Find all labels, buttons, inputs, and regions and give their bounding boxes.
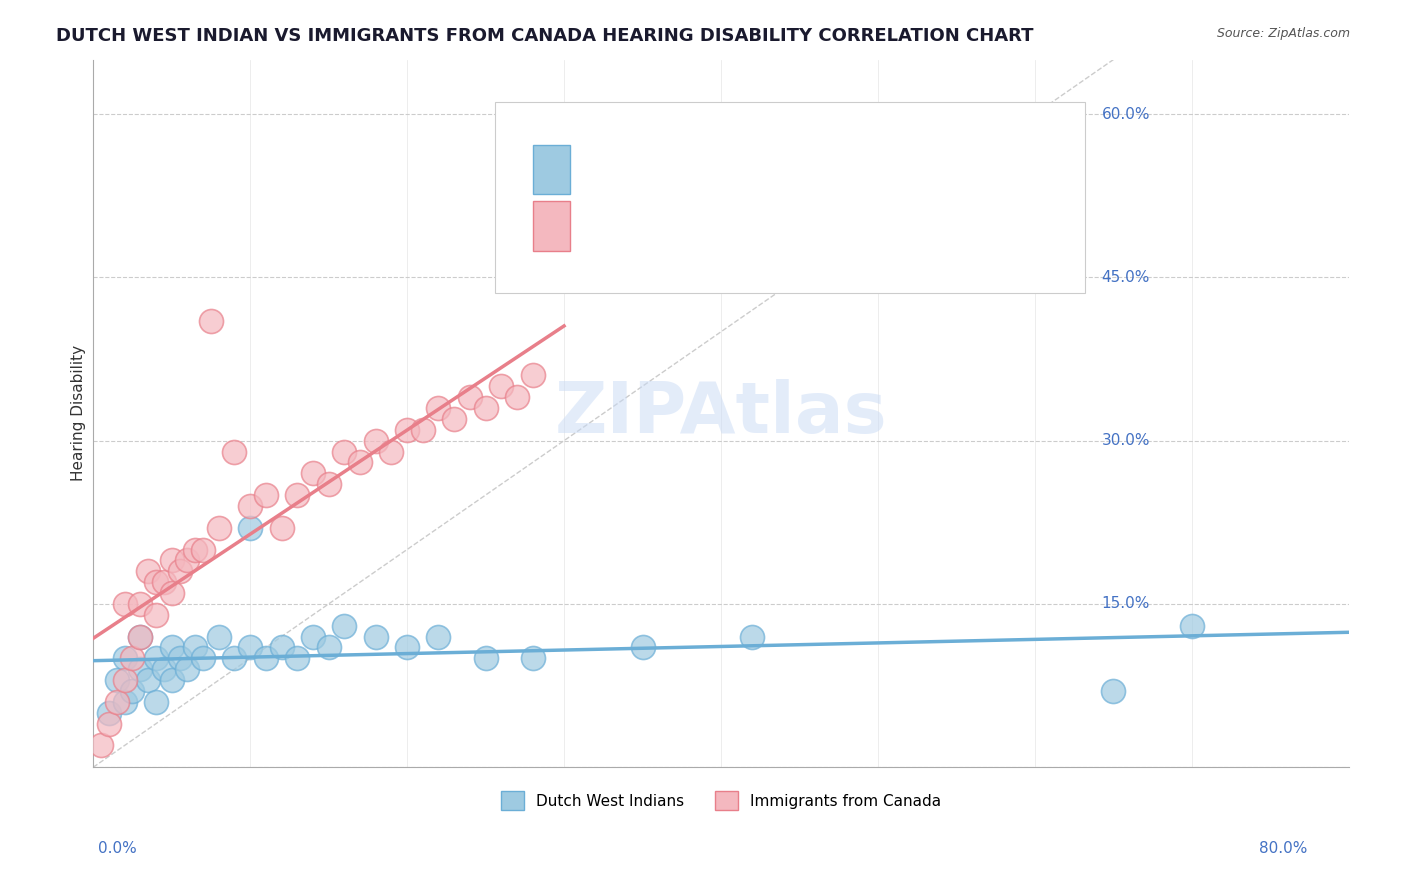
Point bbox=[506, 390, 529, 404]
Point bbox=[136, 673, 159, 688]
Point bbox=[522, 368, 544, 383]
Point bbox=[474, 401, 496, 415]
Point bbox=[396, 640, 419, 655]
Point bbox=[285, 488, 308, 502]
Point bbox=[522, 651, 544, 665]
Point bbox=[169, 651, 191, 665]
Text: DUTCH WEST INDIAN VS IMMIGRANTS FROM CANADA HEARING DISABILITY CORRELATION CHART: DUTCH WEST INDIAN VS IMMIGRANTS FROM CAN… bbox=[56, 27, 1033, 45]
FancyBboxPatch shape bbox=[495, 102, 1085, 293]
Point bbox=[145, 695, 167, 709]
Point bbox=[208, 630, 231, 644]
Text: R = 0.792   N = 40: R = 0.792 N = 40 bbox=[583, 213, 754, 231]
Point bbox=[349, 455, 371, 469]
Point bbox=[184, 542, 207, 557]
Point bbox=[318, 640, 340, 655]
Text: 80.0%: 80.0% bbox=[1260, 841, 1308, 856]
Point bbox=[474, 651, 496, 665]
Text: 45.0%: 45.0% bbox=[1101, 270, 1150, 285]
Point bbox=[491, 379, 513, 393]
Point bbox=[160, 673, 183, 688]
Point bbox=[105, 673, 128, 688]
Point bbox=[129, 662, 152, 676]
Point bbox=[270, 640, 292, 655]
Point bbox=[741, 630, 763, 644]
Point bbox=[121, 651, 143, 665]
Point bbox=[97, 706, 120, 720]
Point bbox=[254, 651, 277, 665]
Point bbox=[380, 444, 402, 458]
Point bbox=[285, 651, 308, 665]
Point bbox=[1181, 618, 1204, 632]
Point bbox=[160, 553, 183, 567]
FancyBboxPatch shape bbox=[533, 145, 571, 194]
Point bbox=[153, 662, 176, 676]
Point bbox=[302, 630, 325, 644]
Point bbox=[145, 607, 167, 622]
Point bbox=[114, 597, 136, 611]
Point bbox=[364, 630, 387, 644]
Point bbox=[97, 716, 120, 731]
Text: Source: ZipAtlas.com: Source: ZipAtlas.com bbox=[1216, 27, 1350, 40]
Point bbox=[160, 586, 183, 600]
Point bbox=[302, 467, 325, 481]
Point bbox=[239, 640, 262, 655]
Point bbox=[114, 651, 136, 665]
Point bbox=[191, 542, 214, 557]
Point bbox=[364, 434, 387, 448]
Point bbox=[121, 684, 143, 698]
Point bbox=[458, 390, 481, 404]
Point bbox=[631, 640, 654, 655]
Point bbox=[136, 564, 159, 578]
Text: 30.0%: 30.0% bbox=[1101, 434, 1150, 448]
Point bbox=[129, 630, 152, 644]
Text: 0.0%: 0.0% bbox=[98, 841, 138, 856]
Point bbox=[239, 499, 262, 513]
Point bbox=[114, 695, 136, 709]
Point bbox=[224, 444, 246, 458]
Point bbox=[427, 401, 450, 415]
Point bbox=[254, 488, 277, 502]
Point bbox=[443, 412, 465, 426]
Legend: Dutch West Indians, Immigrants from Canada: Dutch West Indians, Immigrants from Cana… bbox=[495, 785, 948, 816]
Point bbox=[160, 640, 183, 655]
Text: 60.0%: 60.0% bbox=[1101, 106, 1150, 121]
Point bbox=[318, 477, 340, 491]
Text: 15.0%: 15.0% bbox=[1101, 597, 1150, 611]
Y-axis label: Hearing Disability: Hearing Disability bbox=[72, 345, 86, 482]
Point bbox=[105, 695, 128, 709]
Point bbox=[90, 739, 112, 753]
Point bbox=[412, 423, 434, 437]
Point bbox=[145, 651, 167, 665]
Point bbox=[396, 423, 419, 437]
Point bbox=[333, 444, 356, 458]
Point bbox=[176, 553, 198, 567]
Text: ZIPAtlas: ZIPAtlas bbox=[555, 379, 887, 448]
Point bbox=[200, 314, 222, 328]
Point bbox=[145, 575, 167, 590]
Point bbox=[176, 662, 198, 676]
Point bbox=[129, 597, 152, 611]
Point bbox=[114, 673, 136, 688]
Point bbox=[191, 651, 214, 665]
Text: R = 0.235   N = 36: R = 0.235 N = 36 bbox=[583, 157, 754, 175]
Point bbox=[153, 575, 176, 590]
Point bbox=[333, 618, 356, 632]
Point bbox=[224, 651, 246, 665]
Point bbox=[1102, 684, 1125, 698]
Point bbox=[208, 521, 231, 535]
Point bbox=[239, 521, 262, 535]
Point bbox=[169, 564, 191, 578]
FancyBboxPatch shape bbox=[533, 201, 571, 251]
Point bbox=[184, 640, 207, 655]
Point bbox=[427, 630, 450, 644]
Point bbox=[270, 521, 292, 535]
Point bbox=[129, 630, 152, 644]
